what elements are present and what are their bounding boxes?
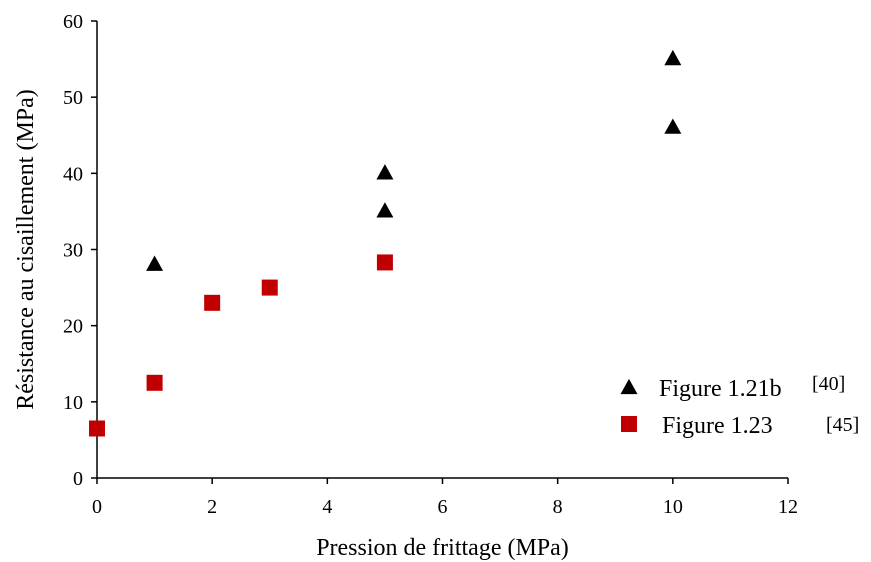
legend: Figure 1.21b [40] Figure 1.23 [45] (620, 373, 859, 439)
x-tick-label: 2 (207, 496, 217, 518)
legend-marker-triangle (620, 378, 638, 395)
legend-label: Figure 1.21b (659, 376, 782, 402)
triangle-marker (376, 164, 394, 180)
y-tick-label: 10 (63, 392, 83, 414)
y-tick-label: 0 (73, 468, 83, 490)
data-points (89, 49, 682, 437)
x-tick-label: 10 (663, 496, 683, 518)
square-marker (89, 420, 105, 437)
square-marker (146, 374, 163, 391)
legend-marker-square (621, 416, 637, 432)
legend-reference: [40] (812, 373, 845, 395)
triangle-marker (664, 49, 682, 66)
axes (96, 21, 788, 479)
y-tick-label: 20 (63, 316, 83, 338)
square-marker (376, 254, 393, 271)
y-tick-label: 60 (63, 11, 83, 33)
y-ticks: 0 10 20 30 40 50 60 (63, 11, 97, 490)
x-tick-label: 8 (553, 496, 563, 518)
x-tick-label: 0 (92, 496, 102, 518)
x-axis-title: Pression de frittage (MPa) (316, 535, 569, 561)
x-tick-label: 12 (778, 496, 798, 518)
square-marker (204, 294, 221, 311)
y-axis-title: Résistance au cisaillement (MPa) (13, 89, 39, 410)
legend-item-0: Figure 1.21b [40] (620, 373, 845, 402)
y-tick-label: 50 (63, 87, 83, 109)
legend-label: Figure 1.23 (662, 413, 773, 439)
triangle-marker (664, 118, 682, 134)
legend-reference: [45] (826, 414, 859, 436)
y-tick-label: 30 (63, 240, 83, 262)
square-marker (261, 279, 278, 296)
y-tick-label: 40 (63, 163, 83, 185)
x-ticks: 0 2 4 6 8 10 12 (92, 478, 798, 518)
triangle-marker (376, 202, 394, 218)
triangle-marker (146, 255, 164, 271)
x-tick-label: 6 (438, 496, 448, 518)
x-tick-label: 4 (322, 496, 332, 518)
legend-item-1: Figure 1.23 [45] (621, 413, 859, 439)
